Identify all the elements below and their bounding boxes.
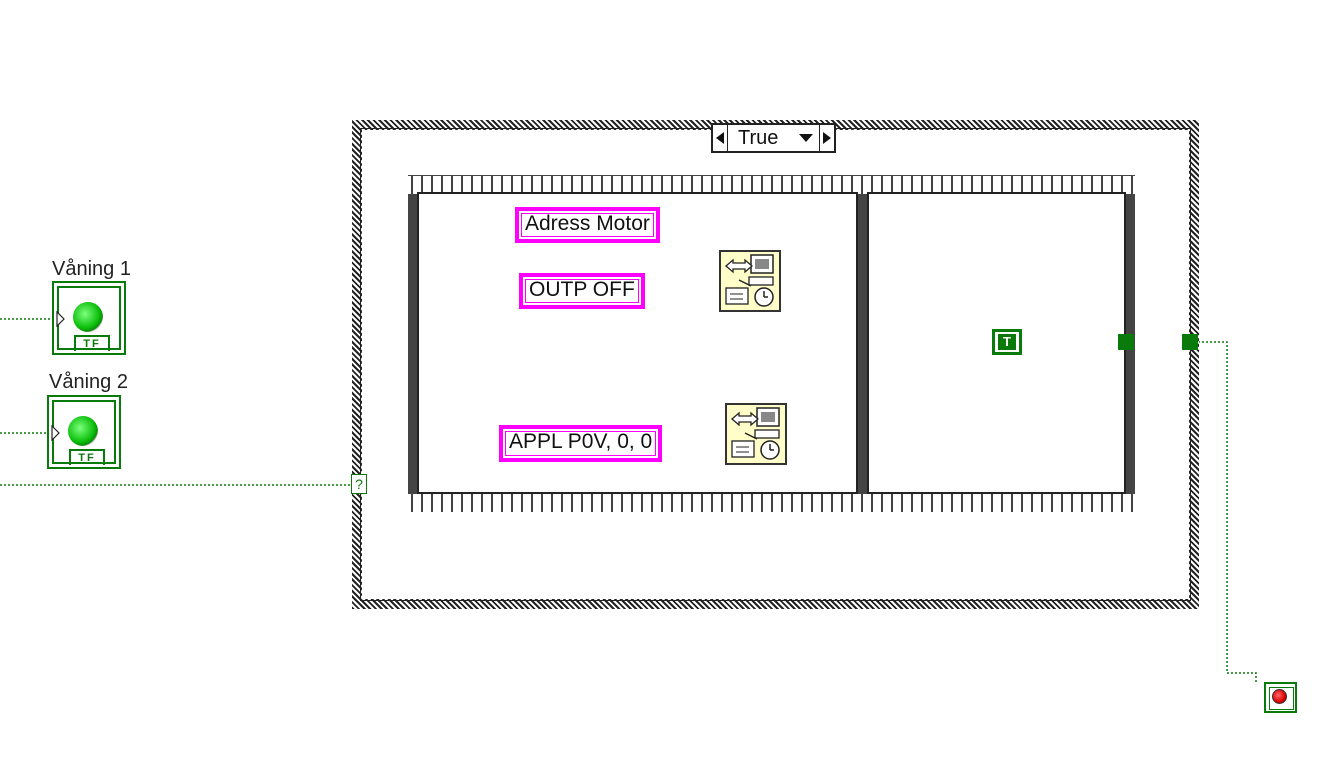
green-led-icon	[68, 416, 98, 446]
film-strip-top	[408, 176, 1135, 194]
case-selector-label[interactable]: True	[711, 123, 836, 153]
tf-glyph: TF	[74, 335, 110, 351]
indicator-label-vaning-1: Våning 1	[52, 258, 131, 280]
triangle-right-icon	[823, 132, 831, 144]
visa-write-node-1[interactable]	[719, 250, 781, 312]
visa-write-icon	[731, 407, 780, 460]
boolean-indicator-vaning-2[interactable]: TF	[47, 395, 121, 469]
triangle-left-icon	[716, 132, 724, 144]
boolean-true-constant[interactable]: T	[992, 329, 1022, 355]
case-selector-terminal[interactable]: ?	[351, 474, 367, 494]
sequence-output-tunnel[interactable]	[1118, 334, 1134, 350]
string-constant-outp-off[interactable]: OUTP OFF	[519, 273, 645, 309]
case-output-tunnel[interactable]	[1182, 334, 1198, 350]
stop-button-terminal[interactable]	[1264, 682, 1297, 713]
input-arrow-icon	[51, 425, 60, 441]
boolean-wire-to-stop	[1198, 341, 1257, 682]
visa-write-node-2[interactable]	[725, 403, 787, 465]
string-constant-appl[interactable]: APPL P0V, 0, 0	[499, 425, 663, 462]
tf-glyph: TF	[69, 449, 105, 465]
green-led-icon	[73, 302, 103, 332]
case-selector-value: True	[738, 126, 779, 149]
dropdown-arrow-icon[interactable]	[799, 133, 813, 143]
true-constant-glyph: T	[998, 334, 1016, 350]
input-arrow-icon	[56, 311, 65, 327]
next-case-button[interactable]	[819, 125, 834, 151]
stop-red-icon	[1272, 689, 1287, 704]
previous-case-button[interactable]	[713, 125, 728, 151]
boolean-indicator-vaning-1[interactable]: TF	[52, 281, 126, 355]
visa-write-icon	[725, 254, 774, 307]
film-strip-bottom	[408, 494, 1135, 512]
string-constant-adress-motor[interactable]: Adress Motor	[515, 207, 660, 243]
indicator-label-vaning-2: Våning 2	[49, 371, 128, 393]
